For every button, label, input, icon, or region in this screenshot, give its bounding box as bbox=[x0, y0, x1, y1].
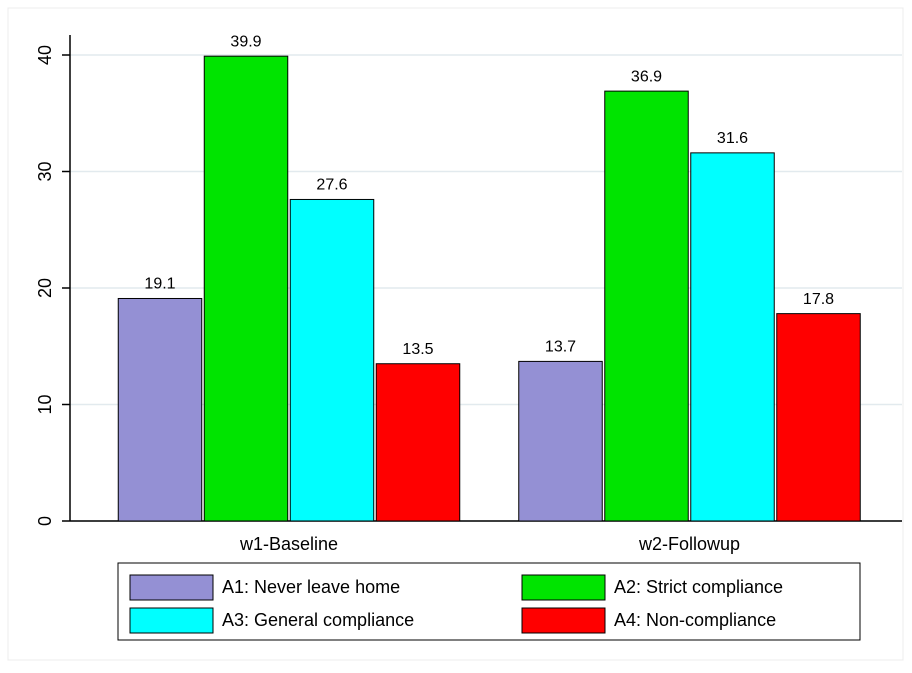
x-tick-label: w1-Baseline bbox=[239, 534, 338, 554]
bar bbox=[776, 313, 861, 522]
x-tick-label: w2-Followup bbox=[638, 534, 740, 554]
bar bbox=[604, 90, 689, 522]
value-label: 31.6 bbox=[717, 130, 748, 147]
value-label: 36.9 bbox=[631, 68, 662, 85]
value-label: 13.5 bbox=[402, 341, 433, 358]
y-tick-label: 40 bbox=[35, 45, 55, 65]
bar bbox=[375, 363, 461, 522]
y-tick-label: 10 bbox=[35, 394, 55, 414]
legend-label: A1: Never leave home bbox=[222, 577, 400, 597]
value-label: 17.8 bbox=[803, 291, 834, 308]
legend-swatch bbox=[521, 574, 606, 601]
value-label: 19.1 bbox=[144, 276, 175, 293]
value-label: 27.6 bbox=[316, 177, 347, 194]
legend-label: A3: General compliance bbox=[222, 610, 414, 630]
legend-label: A4: Non-compliance bbox=[614, 610, 776, 630]
bar bbox=[117, 297, 203, 522]
legend-swatch bbox=[129, 574, 214, 601]
bar bbox=[203, 55, 289, 522]
bar bbox=[690, 152, 775, 522]
y-tick-label: 0 bbox=[35, 516, 55, 526]
bar bbox=[518, 360, 603, 522]
y-tick-label: 30 bbox=[35, 161, 55, 181]
legend-label: A2: Strict compliance bbox=[614, 577, 783, 597]
legend-swatch bbox=[521, 607, 606, 634]
bar bbox=[289, 198, 375, 522]
y-tick-label: 20 bbox=[35, 278, 55, 298]
value-label: 39.9 bbox=[230, 33, 261, 50]
legend-box bbox=[117, 562, 861, 641]
value-label: 13.7 bbox=[545, 339, 576, 356]
legend-swatch bbox=[129, 607, 214, 634]
